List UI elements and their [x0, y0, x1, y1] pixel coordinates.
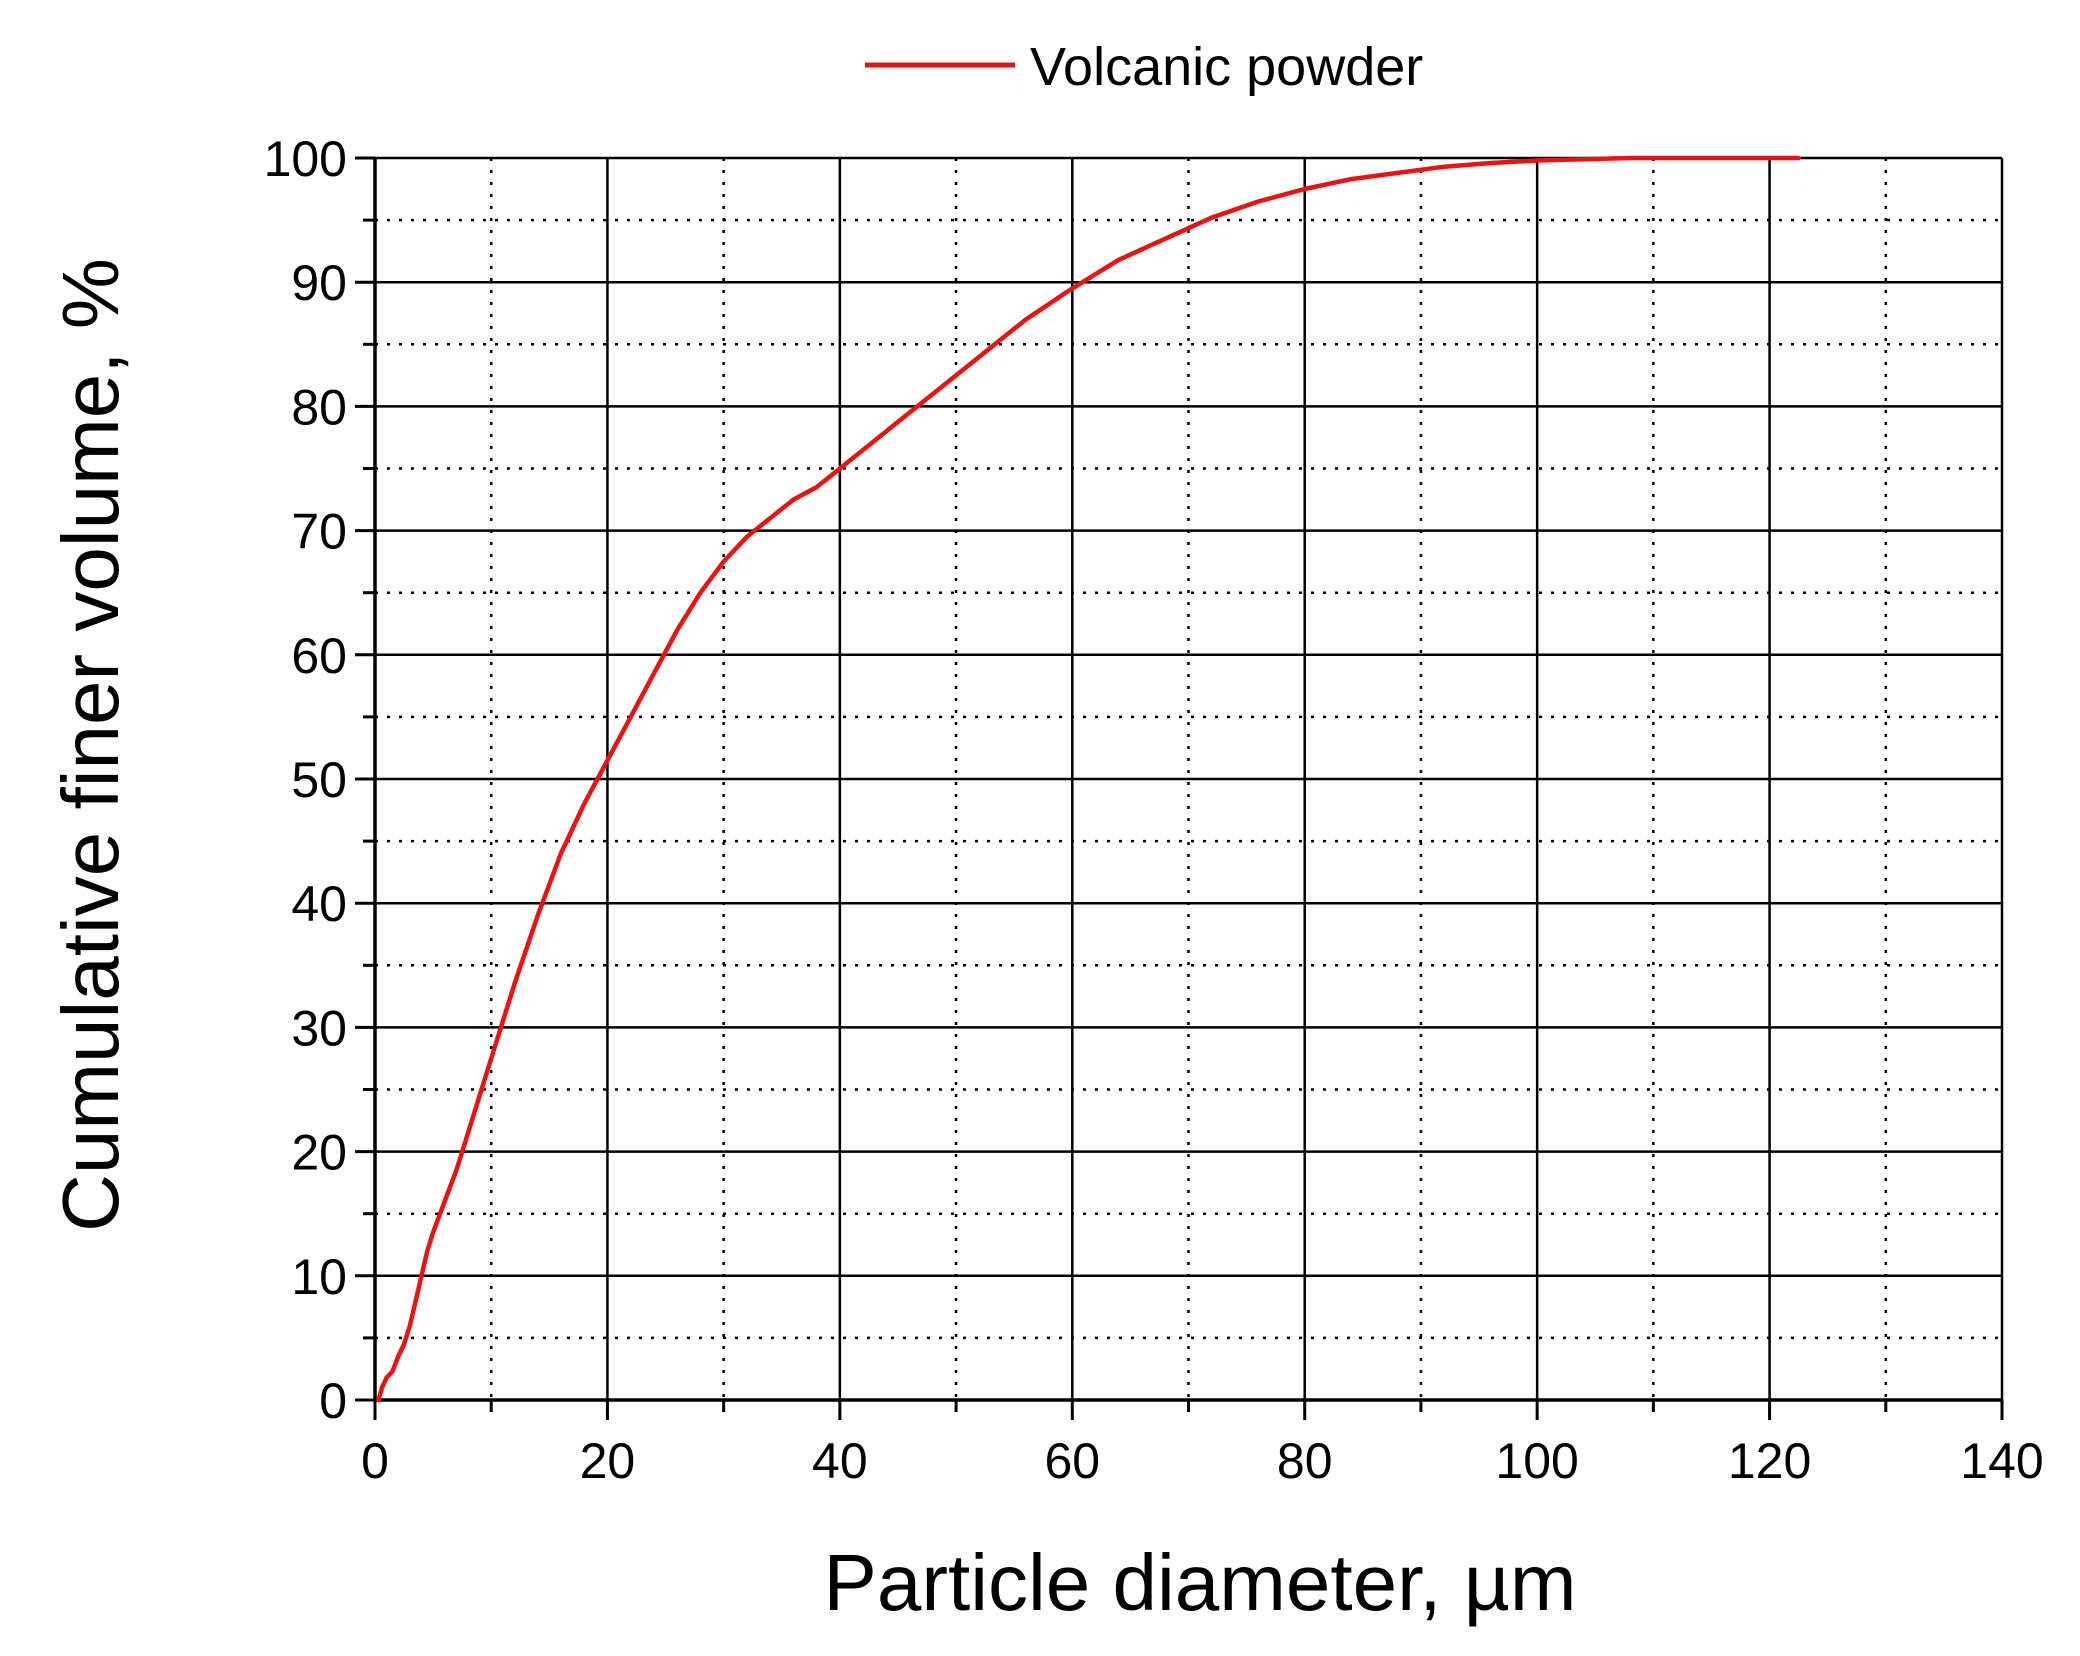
- y-tick-label: 20: [291, 1125, 347, 1181]
- y-tick-label: 80: [291, 379, 347, 435]
- grid: [373, 156, 2004, 1402]
- x-tick-label: 60: [1044, 1433, 1100, 1489]
- x-tick-label: 20: [580, 1433, 636, 1489]
- x-tick-label: 40: [812, 1433, 868, 1489]
- y-tick-label: 10: [291, 1249, 347, 1305]
- x-tick-label: 80: [1277, 1433, 1333, 1489]
- ticks: 0 20 40 60 80 100 120 140 0 10 20 30 40 50 60 70 80 90 100: [264, 131, 2044, 1489]
- series-line-0: [376, 155, 1801, 1403]
- y-tick-label: 40: [291, 876, 347, 932]
- legend: Volcanic powder: [865, 37, 1423, 97]
- x-axis-title: Particle diameter, µm: [823, 1538, 1576, 1627]
- y-tick-label: 60: [291, 628, 347, 684]
- series-layer: [376, 155, 1801, 1403]
- x-tick-label: 140: [1960, 1433, 2043, 1489]
- y-tick-label: 0: [319, 1373, 347, 1429]
- x-tick-label: 120: [1728, 1433, 1811, 1489]
- y-tick-label: 30: [291, 1000, 347, 1056]
- x-tick-label: 100: [1495, 1433, 1578, 1489]
- legend-label-volcanic-powder: Volcanic powder: [1030, 37, 1423, 97]
- y-tick-label: 50: [291, 752, 347, 808]
- y-tick-label: 70: [291, 504, 347, 560]
- y-tick-label: 100: [264, 131, 347, 187]
- y-tick-label: 90: [291, 255, 347, 311]
- x-tick-label: 0: [361, 1433, 389, 1489]
- y-axis-title: Cumulative finer volume, %: [46, 258, 135, 1232]
